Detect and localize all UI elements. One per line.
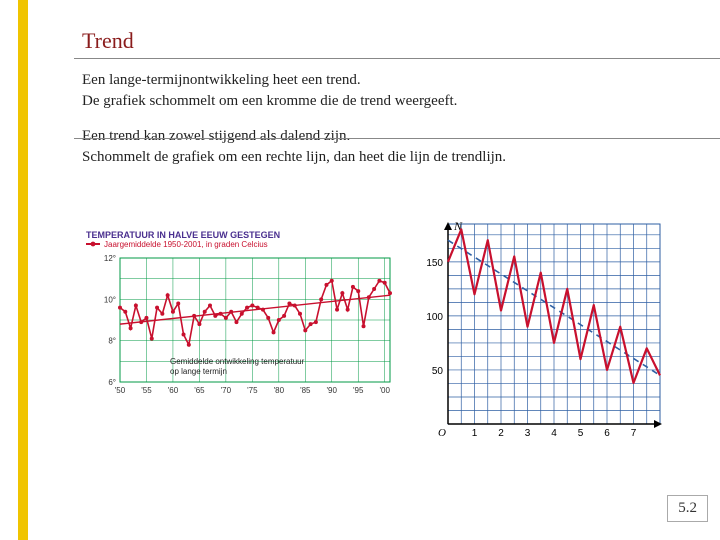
svg-text:50: 50	[432, 366, 444, 377]
svg-text:Gemiddelde ontwikkeling temper: Gemiddelde ontwikkeling temperatuur	[170, 357, 305, 366]
figures-row: TEMPERATUUR IN HALVE EEUW GESTEGENJaarge…	[86, 228, 676, 446]
svg-text:'95: '95	[353, 386, 364, 395]
paragraph-2-line-2: Schommelt de grafiek om een rechte lijn,…	[82, 149, 506, 165]
svg-text:4: 4	[551, 428, 557, 439]
svg-text:Jaargemiddelde 1950-2001, in g: Jaargemiddelde 1950-2001, in graden Celc…	[104, 240, 268, 249]
svg-text:'90: '90	[327, 386, 338, 395]
temperature-chart: TEMPERATUUR IN HALVE EEUW GESTEGENJaarge…	[86, 228, 396, 398]
divider-line	[74, 58, 720, 59]
page-number: 5.2	[667, 495, 708, 522]
svg-text:12°: 12°	[104, 254, 116, 263]
svg-text:5: 5	[578, 428, 584, 439]
divider-line	[74, 138, 720, 139]
paragraph-1-line-1: Een lange-termijnontwikkeling heet een t…	[82, 72, 361, 88]
svg-text:op lange termijn: op lange termijn	[170, 367, 227, 376]
svg-text:TEMPERATUUR IN HALVE EEUW GEST: TEMPERATUUR IN HALVE EEUW GESTEGEN	[86, 230, 280, 240]
svg-text:150: 150	[426, 258, 443, 269]
svg-text:6: 6	[604, 428, 610, 439]
svg-text:3: 3	[525, 428, 531, 439]
svg-text:'70: '70	[221, 386, 232, 395]
svg-text:'60: '60	[168, 386, 179, 395]
paragraph-2: Een trend kan zowel stijgend als dalend …	[82, 126, 682, 168]
svg-text:'85: '85	[300, 386, 311, 395]
svg-text:100: 100	[426, 312, 443, 323]
paragraph-1: Een lange-termijnontwikkeling heet een t…	[82, 70, 682, 112]
svg-text:'50: '50	[115, 386, 126, 395]
slide-content: Trend Een lange-termijnontwikkeling heet…	[82, 28, 682, 168]
svg-text:7: 7	[631, 428, 637, 439]
svg-text:'75: '75	[247, 386, 258, 395]
paragraph-1-line-2: De grafiek schommelt om een kromme die d…	[82, 93, 457, 109]
svg-text:10°: 10°	[104, 295, 116, 304]
svg-text:'55: '55	[141, 386, 152, 395]
svg-text:'65: '65	[194, 386, 205, 395]
svg-text:2: 2	[498, 428, 504, 439]
trendline-chart: N501001501234567O	[418, 214, 666, 442]
paragraph-2-line-1: Een trend kan zowel stijgend als dalend …	[82, 128, 350, 144]
svg-text:'00: '00	[379, 386, 390, 395]
svg-text:'80: '80	[274, 386, 285, 395]
svg-text:O: O	[438, 427, 446, 439]
accent-sidebar	[0, 0, 28, 540]
svg-text:8°: 8°	[108, 337, 116, 346]
svg-text:1: 1	[472, 428, 478, 439]
page-title: Trend	[82, 28, 682, 54]
